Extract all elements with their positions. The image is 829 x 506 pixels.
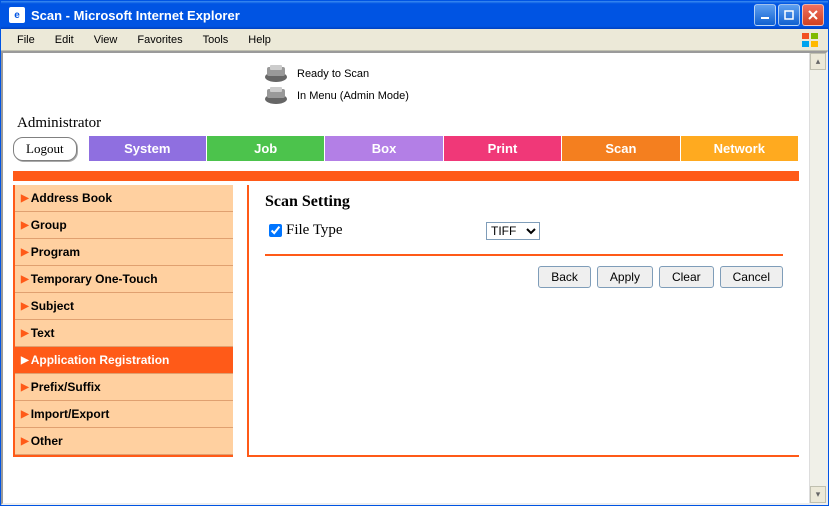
printer-icon [263, 87, 289, 105]
sidebar-item-label: Import/Export [31, 407, 110, 421]
settings-panel: Scan Setting File Type TIFFPDFJPEG Back A… [247, 185, 799, 457]
sidebar-item-application-registration[interactable]: ▶Application Registration [15, 347, 233, 374]
sidebar-item-label: Prefix/Suffix [31, 380, 101, 394]
sidebar-item-temporary-one-touch[interactable]: ▶Temporary One-Touch [15, 266, 233, 293]
accent-bar [13, 171, 799, 181]
chevron-right-icon: ▶ [21, 220, 29, 231]
menu-file[interactable]: File [7, 32, 45, 48]
cancel-button[interactable]: Cancel [720, 266, 783, 288]
back-button[interactable]: Back [538, 266, 591, 288]
sidebar-item-program[interactable]: ▶Program [15, 239, 233, 266]
printer-icon [263, 65, 289, 83]
sidebar-item-text[interactable]: ▶Text [15, 320, 233, 347]
menu-edit[interactable]: Edit [45, 32, 84, 48]
window-title: Scan - Microsoft Internet Explorer [29, 8, 754, 23]
panel-heading: Scan Setting [265, 193, 783, 211]
sidebar-item-label: Text [31, 326, 55, 340]
menu-tools[interactable]: Tools [193, 32, 239, 48]
sidebar-item-label: Application Registration [31, 353, 170, 367]
scroll-track[interactable] [810, 70, 826, 486]
sidebar-item-label: Program [31, 245, 80, 259]
app-icon: e [9, 7, 25, 23]
window-buttons [754, 4, 824, 26]
content-area: Ready to Scan In Menu (Admin Mode) Admin… [1, 51, 828, 505]
menu-view[interactable]: View [84, 32, 128, 48]
device-status: Ready to Scan In Menu (Admin Mode) [263, 65, 799, 105]
status-row-menu: In Menu (Admin Mode) [263, 87, 799, 105]
clear-button[interactable]: Clear [659, 266, 714, 288]
topbar: Logout SystemJobBoxPrintScanNetwork [13, 136, 799, 161]
menu-favorites[interactable]: Favorites [127, 32, 192, 48]
apply-button[interactable]: Apply [597, 266, 653, 288]
page: Ready to Scan In Menu (Admin Mode) Admin… [3, 53, 809, 503]
status-ready-text: Ready to Scan [297, 68, 369, 80]
divider [265, 254, 783, 256]
chevron-right-icon: ▶ [21, 409, 29, 420]
scroll-up-arrow[interactable]: ▴ [810, 53, 826, 70]
sidebar-item-label: Address Book [31, 191, 112, 205]
file-type-checkbox[interactable] [269, 224, 282, 237]
chevron-right-icon: ▶ [21, 247, 29, 258]
sidebar-item-other[interactable]: ▶Other [15, 428, 233, 455]
maximize-button[interactable] [778, 4, 800, 26]
menu-help[interactable]: Help [238, 32, 281, 48]
minimize-button[interactable] [754, 4, 776, 26]
main-columns: ▶Address Book▶Group▶Program▶Temporary On… [13, 185, 799, 457]
sidebar-item-subject[interactable]: ▶Subject [15, 293, 233, 320]
file-type-select[interactable]: TIFFPDFJPEG [486, 222, 540, 240]
close-button[interactable] [802, 4, 824, 26]
tab-network[interactable]: Network [681, 136, 799, 161]
chevron-right-icon: ▶ [21, 301, 29, 312]
file-type-row: File Type TIFFPDFJPEG [265, 221, 783, 240]
tab-job[interactable]: Job [207, 136, 325, 161]
tab-scan[interactable]: Scan [562, 136, 680, 161]
browser-window: e Scan - Microsoft Internet Explorer Fil… [0, 0, 829, 506]
tab-print[interactable]: Print [444, 136, 562, 161]
sidebar-item-label: Other [31, 434, 63, 448]
status-row-ready: Ready to Scan [263, 65, 799, 83]
sidebar-item-import-export[interactable]: ▶Import/Export [15, 401, 233, 428]
sidebar-item-label: Temporary One-Touch [31, 272, 158, 286]
chevron-right-icon: ▶ [21, 274, 29, 285]
chevron-right-icon: ▶ [21, 355, 29, 366]
chevron-right-icon: ▶ [21, 328, 29, 339]
scroll-down-arrow[interactable]: ▾ [810, 486, 826, 503]
sidebar-item-prefix-suffix[interactable]: ▶Prefix/Suffix [15, 374, 233, 401]
vertical-scrollbar[interactable]: ▴ ▾ [809, 53, 826, 503]
windows-flag-icon [800, 31, 822, 49]
button-row: Back Apply Clear Cancel [265, 266, 783, 288]
file-type-label: File Type [286, 222, 486, 239]
chevron-right-icon: ▶ [21, 193, 29, 204]
sidebar-item-address-book[interactable]: ▶Address Book [15, 185, 233, 212]
chevron-right-icon: ▶ [21, 436, 29, 447]
sidebar-item-label: Subject [31, 299, 74, 313]
sidebar-item-group[interactable]: ▶Group [15, 212, 233, 239]
tab-box[interactable]: Box [325, 136, 443, 161]
tab-bar: SystemJobBoxPrintScanNetwork [89, 136, 799, 161]
tab-system[interactable]: System [89, 136, 207, 161]
titlebar: e Scan - Microsoft Internet Explorer [1, 1, 828, 29]
chevron-right-icon: ▶ [21, 382, 29, 393]
status-menu-text: In Menu (Admin Mode) [297, 90, 409, 102]
menubar: File Edit View Favorites Tools Help [1, 29, 828, 51]
logout-button[interactable]: Logout [13, 137, 77, 161]
sidebar: ▶Address Book▶Group▶Program▶Temporary On… [13, 185, 233, 457]
admin-label: Administrator [17, 115, 799, 132]
sidebar-item-label: Group [31, 218, 67, 232]
